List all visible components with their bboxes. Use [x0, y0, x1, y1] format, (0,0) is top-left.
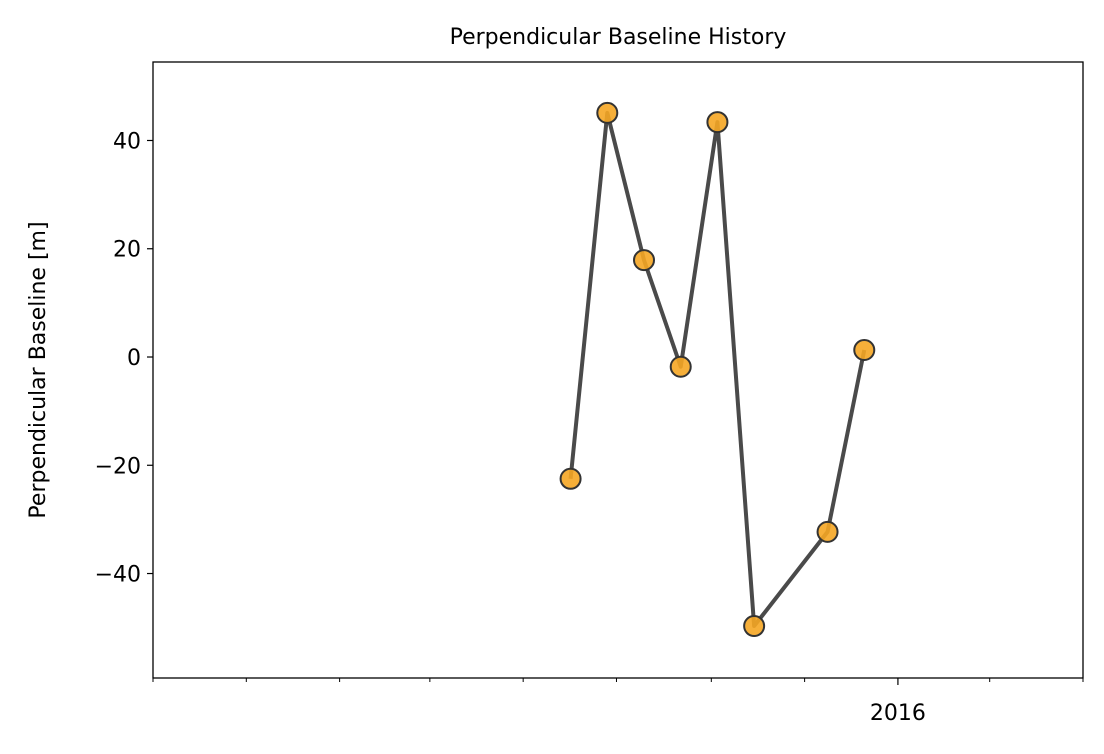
series-line	[568, 110, 867, 629]
y-tick-label: −20	[95, 454, 141, 479]
y-tick-label: 0	[127, 346, 141, 371]
data-point	[706, 111, 729, 134]
y-tick-label: 20	[113, 238, 141, 263]
x-tick-label: 2016	[870, 701, 926, 726]
data-point	[596, 101, 619, 124]
y-axis-label: Perpendicular Baseline [m]	[26, 221, 51, 518]
data-point	[853, 338, 876, 361]
y-tick-label: 40	[113, 129, 141, 154]
data-point	[816, 520, 839, 543]
chart-title: Perpendicular Baseline History	[450, 25, 787, 50]
data-point	[669, 355, 692, 378]
plot-frame	[152, 61, 1084, 679]
data-point	[633, 249, 656, 272]
data-point	[559, 467, 582, 490]
data-point	[743, 615, 766, 638]
y-tick-label: −40	[95, 563, 141, 588]
